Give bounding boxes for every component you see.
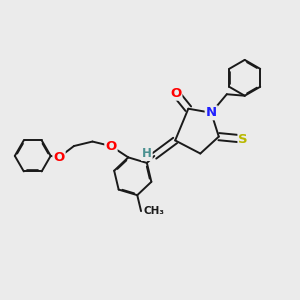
Text: O: O xyxy=(170,87,182,100)
Text: O: O xyxy=(105,140,117,152)
Text: O: O xyxy=(53,151,64,164)
Text: CH₃: CH₃ xyxy=(143,206,164,216)
Text: H: H xyxy=(142,147,152,160)
Text: N: N xyxy=(206,106,217,119)
Text: S: S xyxy=(238,133,248,146)
